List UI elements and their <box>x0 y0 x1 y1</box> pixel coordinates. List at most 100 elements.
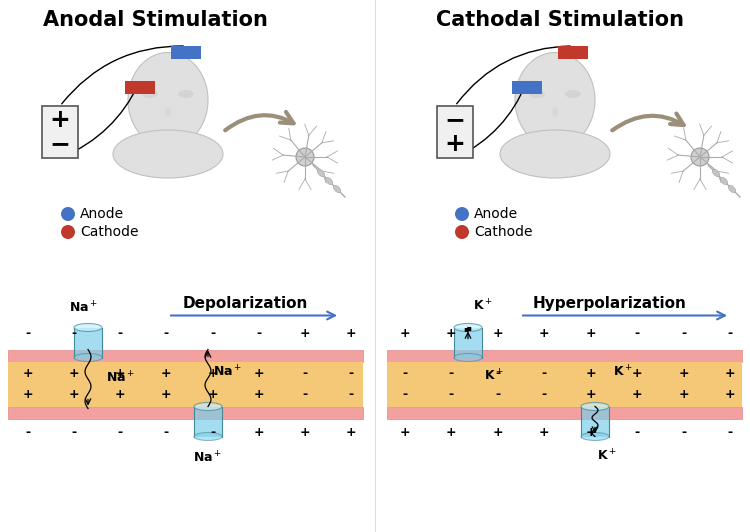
Text: +: + <box>22 388 33 401</box>
Text: +: + <box>115 367 125 380</box>
Circle shape <box>691 148 709 166</box>
Circle shape <box>455 225 469 239</box>
Bar <box>512 80 542 94</box>
Text: K$^+$: K$^+$ <box>473 298 493 313</box>
Text: +: + <box>254 367 264 380</box>
Bar <box>387 406 742 419</box>
Text: +: + <box>299 426 310 439</box>
Text: +: + <box>724 388 735 401</box>
Text: Anodal Stimulation: Anodal Stimulation <box>43 10 268 30</box>
Text: +: + <box>586 327 596 340</box>
Text: +: + <box>446 327 457 340</box>
Text: +: + <box>115 388 125 401</box>
Text: -: - <box>302 367 307 380</box>
Ellipse shape <box>74 353 102 362</box>
Text: -: - <box>634 327 640 340</box>
Ellipse shape <box>454 323 482 331</box>
Ellipse shape <box>565 90 581 98</box>
Bar <box>153 119 183 147</box>
Ellipse shape <box>194 433 222 440</box>
Text: -: - <box>495 388 500 401</box>
Text: -: - <box>256 327 261 340</box>
Text: K$^+$: K$^+$ <box>484 368 504 383</box>
Polygon shape <box>454 328 482 358</box>
Text: -: - <box>210 327 215 340</box>
Text: -: - <box>448 388 454 401</box>
Ellipse shape <box>720 177 728 185</box>
Text: K$^+$: K$^+$ <box>613 364 633 379</box>
Text: -: - <box>448 367 454 380</box>
Text: +: + <box>161 367 172 380</box>
Ellipse shape <box>500 130 610 178</box>
Bar <box>8 406 363 419</box>
Bar <box>558 46 588 59</box>
Text: -: - <box>681 426 686 439</box>
Ellipse shape <box>194 403 222 411</box>
Text: +: + <box>586 426 596 439</box>
Polygon shape <box>194 406 222 436</box>
Bar <box>8 350 363 362</box>
Text: -: - <box>681 327 686 340</box>
Polygon shape <box>74 328 102 358</box>
Text: +: + <box>678 388 689 401</box>
Text: K$^+$: K$^+$ <box>597 448 617 464</box>
Ellipse shape <box>128 53 208 147</box>
Text: +: + <box>69 367 80 380</box>
Text: Cathode: Cathode <box>80 225 139 239</box>
Bar <box>8 362 363 406</box>
Ellipse shape <box>728 185 736 193</box>
Ellipse shape <box>333 185 340 193</box>
Text: +: + <box>445 132 466 156</box>
Text: -: - <box>495 367 500 380</box>
Text: +: + <box>632 367 643 380</box>
Text: +: + <box>207 367 218 380</box>
Bar <box>437 106 473 158</box>
Bar <box>387 362 742 406</box>
Text: Na$^+$: Na$^+$ <box>213 364 242 379</box>
Text: +: + <box>299 327 310 340</box>
Text: +: + <box>678 367 689 380</box>
Text: -: - <box>349 388 353 401</box>
Text: -: - <box>71 426 76 439</box>
Ellipse shape <box>178 90 194 98</box>
Text: Na$^+$: Na$^+$ <box>194 451 223 466</box>
Text: Anode: Anode <box>80 207 124 221</box>
Ellipse shape <box>165 107 171 117</box>
Text: +: + <box>161 388 172 401</box>
Text: +: + <box>539 327 550 340</box>
Text: -: - <box>164 327 169 340</box>
Text: +: + <box>346 327 356 340</box>
Text: +: + <box>493 327 503 340</box>
Bar <box>42 106 78 158</box>
Text: -: - <box>118 327 123 340</box>
Text: -: - <box>26 327 31 340</box>
Text: +: + <box>69 388 80 401</box>
Text: +: + <box>50 108 70 132</box>
Text: -: - <box>210 426 215 439</box>
Ellipse shape <box>581 403 609 411</box>
Bar <box>387 350 742 362</box>
Text: +: + <box>586 367 596 380</box>
Ellipse shape <box>326 177 333 185</box>
Text: −: − <box>50 132 70 156</box>
Text: -: - <box>71 327 76 340</box>
Text: -: - <box>403 367 407 380</box>
Text: -: - <box>403 388 407 401</box>
Ellipse shape <box>529 90 545 98</box>
Text: +: + <box>586 388 596 401</box>
Ellipse shape <box>454 353 482 362</box>
Text: +: + <box>539 426 550 439</box>
Polygon shape <box>581 406 609 436</box>
Text: -: - <box>302 388 307 401</box>
Text: +: + <box>724 367 735 380</box>
Text: +: + <box>346 426 356 439</box>
Text: Na$^+$: Na$^+$ <box>70 300 98 315</box>
Ellipse shape <box>712 169 720 177</box>
Text: +: + <box>493 426 503 439</box>
Text: Cathodal Stimulation: Cathodal Stimulation <box>436 10 684 30</box>
Ellipse shape <box>317 169 325 177</box>
Ellipse shape <box>581 433 609 440</box>
Text: +: + <box>207 388 218 401</box>
Ellipse shape <box>515 53 595 147</box>
Text: Depolarization: Depolarization <box>182 296 308 311</box>
